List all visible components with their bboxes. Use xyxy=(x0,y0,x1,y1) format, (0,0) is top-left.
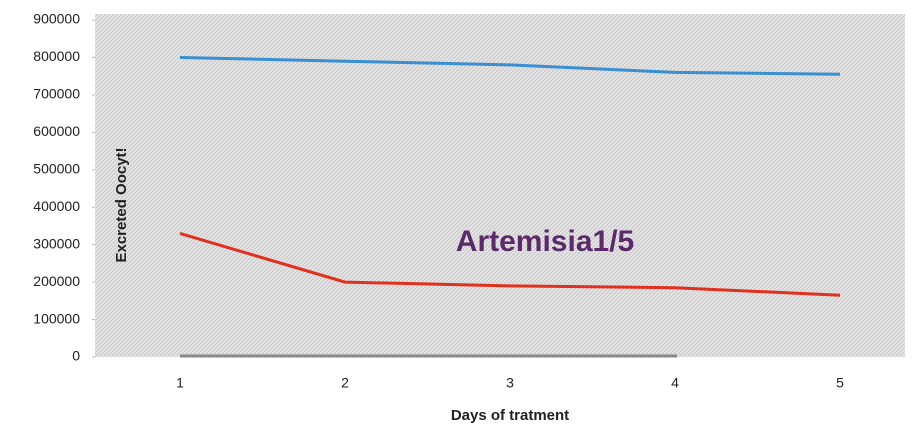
y-tick-label: 400000 xyxy=(33,198,80,214)
y-tick-label: 0 xyxy=(72,348,80,364)
y-tick-label: 300000 xyxy=(33,235,80,251)
x-tick-label: 5 xyxy=(836,375,844,391)
x-tick-label: 1 xyxy=(176,375,184,391)
y-axis-title: Excreted Oocyt! xyxy=(113,147,130,262)
y-tick-label: 900000 xyxy=(33,11,80,27)
y-tick-label: 800000 xyxy=(33,48,80,64)
y-tick-label: 100000 xyxy=(33,310,80,326)
y-tick-label: 200000 xyxy=(33,273,80,289)
series-line xyxy=(179,231,841,297)
y-tick-label: 700000 xyxy=(33,86,80,102)
annotation: Artemisia1/5 xyxy=(456,225,634,258)
plot-background xyxy=(95,14,905,357)
x-tick-label: 4 xyxy=(671,375,679,391)
series-line xyxy=(179,55,841,76)
x-tick-label: 3 xyxy=(506,375,514,391)
x-tick-label: 2 xyxy=(341,375,349,391)
y-tick-label: 500000 xyxy=(33,160,80,176)
y-tick-label: 600000 xyxy=(33,123,80,139)
x-axis-title: Days of tratment xyxy=(451,407,569,424)
